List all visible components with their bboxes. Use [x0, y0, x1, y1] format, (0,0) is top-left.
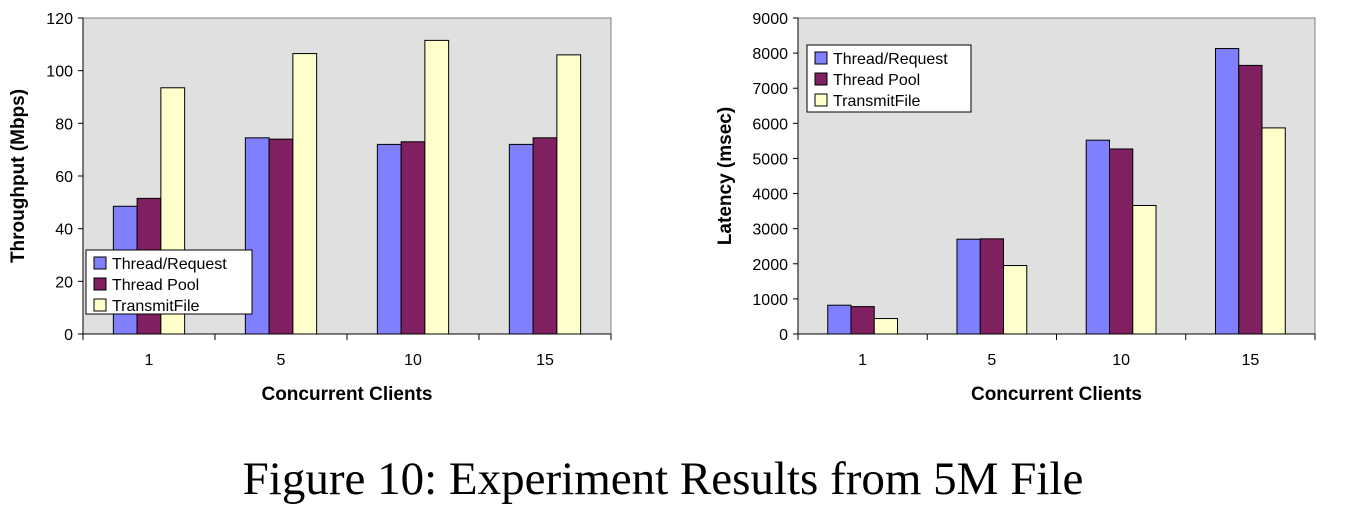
y-tick-label: 5000	[752, 151, 788, 168]
y-tick-label: 40	[55, 222, 73, 239]
bar	[508, 143, 534, 335]
legend-swatch	[814, 51, 828, 65]
bar	[424, 39, 450, 335]
bar	[979, 238, 1005, 335]
bar	[1132, 204, 1157, 335]
y-axis-label: Throughput (Mbps)	[8, 89, 29, 263]
bar	[268, 138, 294, 335]
legend-swatch	[93, 277, 107, 291]
y-tick-label: 1000	[752, 292, 788, 309]
x-tick-label: 5	[987, 352, 996, 369]
x-axis-label: Concurrent Clients	[261, 384, 432, 405]
y-tick-label: 120	[46, 11, 73, 28]
legend-entry: Thread/Request	[112, 256, 227, 273]
y-tick-label: 20	[55, 274, 73, 291]
legend-box	[806, 44, 972, 113]
y-tick-label: 4000	[752, 187, 788, 204]
bar	[956, 238, 981, 335]
x-tick-label: 5	[277, 352, 286, 369]
y-tick-label: 2000	[752, 257, 788, 274]
legend-entry: Thread/Request	[833, 51, 948, 68]
bar	[292, 53, 318, 335]
y-tick-label: 100	[46, 64, 73, 81]
bar	[1261, 127, 1286, 335]
y-axis-label: Latency (msec)	[715, 107, 736, 245]
y-tick-label: 7000	[752, 81, 788, 98]
bar	[873, 318, 899, 335]
y-tick-label: 0	[64, 327, 73, 344]
bar	[532, 137, 558, 335]
x-tick-label: 15	[1241, 352, 1259, 369]
bar	[1238, 64, 1263, 335]
x-tick-label: 1	[145, 352, 154, 369]
y-tick-label: 6000	[752, 116, 788, 133]
legend-entry: TransmitFile	[112, 298, 200, 315]
legend-entry: Thread Pool	[112, 277, 199, 294]
x-tick-label: 1	[858, 352, 867, 369]
bar	[827, 304, 852, 335]
legend-swatch	[93, 256, 107, 270]
y-tick-label: 9000	[752, 11, 788, 28]
bar	[1108, 148, 1134, 335]
legend-box	[85, 249, 253, 315]
bar	[1214, 48, 1240, 335]
y-tick-label: 0	[779, 327, 788, 344]
x-tick-label: 15	[536, 352, 554, 369]
x-tick-label: 10	[1112, 352, 1130, 369]
bar	[1003, 265, 1028, 335]
bar	[850, 306, 875, 335]
y-tick-label: 80	[55, 116, 73, 133]
legend-entry: TransmitFile	[833, 93, 921, 110]
bar	[400, 141, 426, 335]
x-axis-label: Concurrent Clients	[971, 384, 1142, 405]
bar	[556, 54, 582, 335]
legend-entry: Thread Pool	[833, 72, 920, 89]
legend-swatch	[814, 93, 828, 107]
legend-swatch	[814, 72, 828, 86]
bar	[376, 143, 402, 335]
y-tick-label: 8000	[752, 46, 788, 63]
y-tick-label: 3000	[752, 222, 788, 239]
y-tick-label: 60	[55, 169, 73, 186]
legend-swatch	[93, 298, 107, 312]
x-tick-label: 10	[404, 352, 422, 369]
bar	[1085, 139, 1110, 335]
figure-caption: Figure 10: Experiment Results from 5M Fi…	[243, 453, 1084, 505]
